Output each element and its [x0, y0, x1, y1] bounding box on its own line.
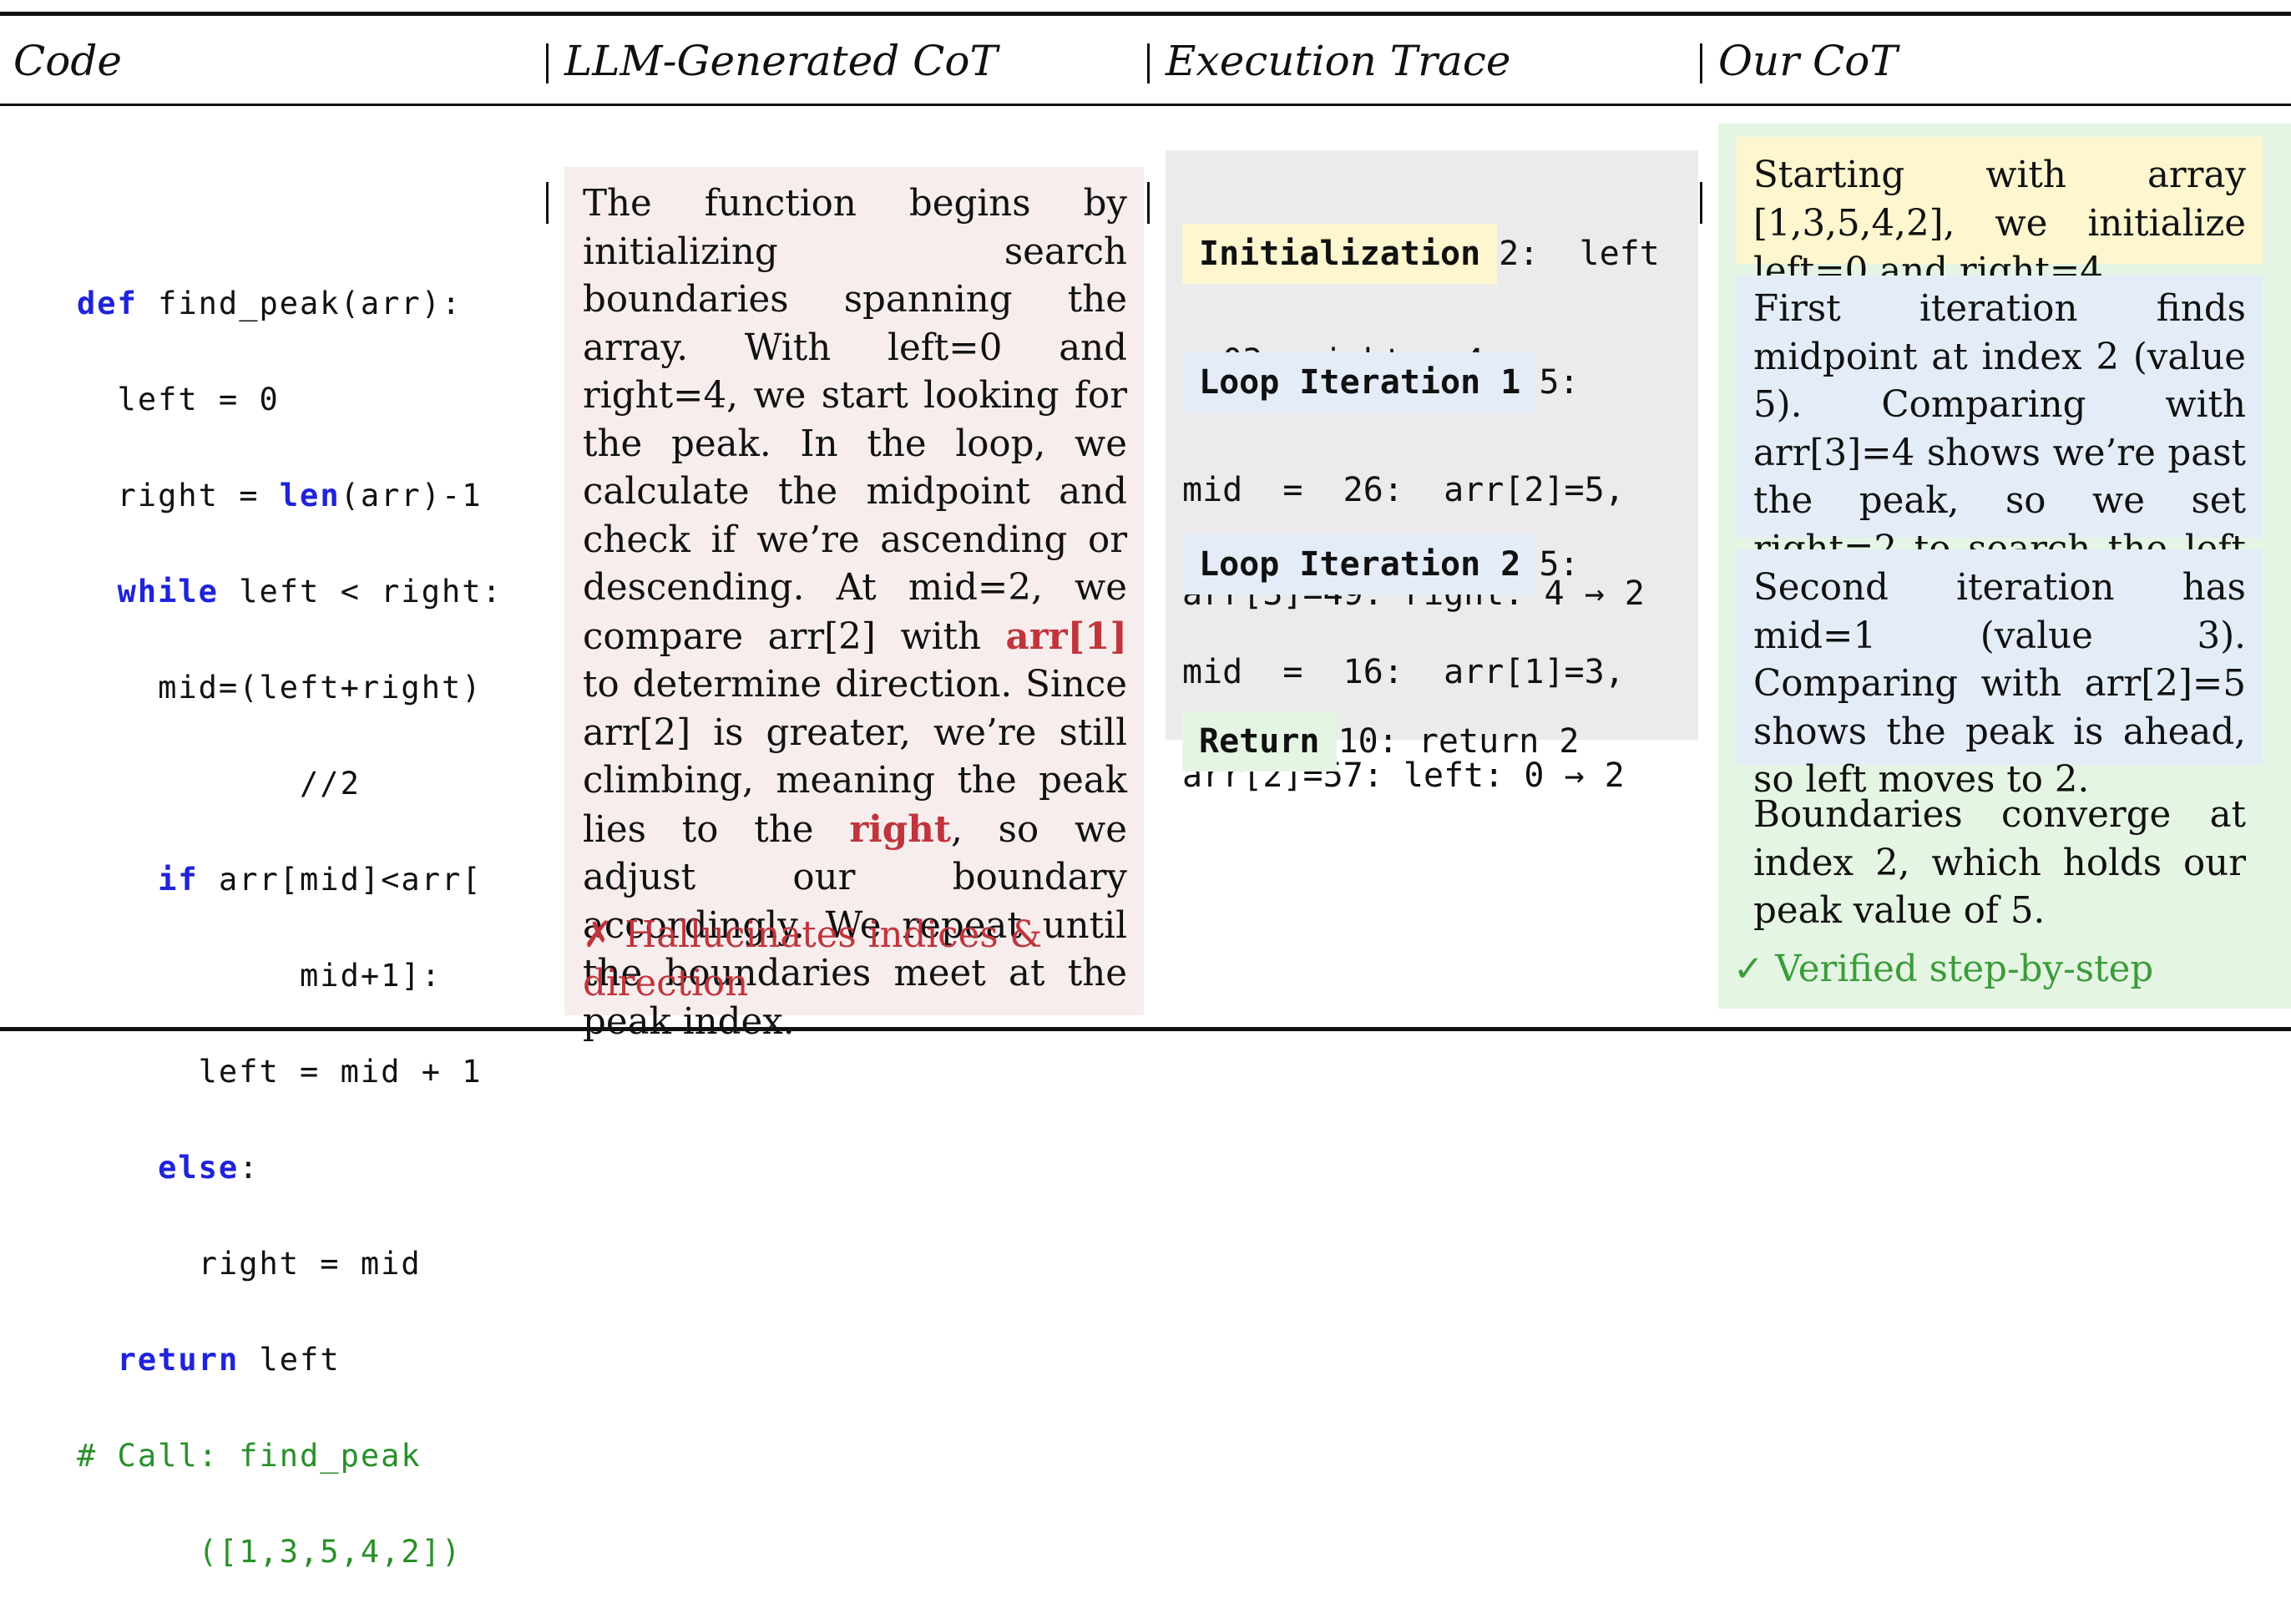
return-tag: Return: [1182, 711, 1337, 772]
column-divider: [546, 182, 549, 224]
header-divider: [1700, 43, 1702, 83]
our-cot-step-4: Boundaries converge at index 2, which ho…: [1753, 794, 2246, 932]
code-block: def find_peak(arr): left = 0 right = len…: [77, 231, 503, 1624]
code-line: left = 0: [77, 381, 280, 417]
code-line-return: return left: [117, 1341, 341, 1378]
hallucinated-index: arr[1]: [1005, 615, 1127, 658]
our-cot-step-1: Starting with array [1,3,5,4,2], we init…: [1737, 137, 2263, 292]
llm-cot-panel: [564, 167, 1144, 1015]
top-rule: [0, 12, 2291, 16]
header-our-cot: Our CoT: [1718, 37, 1898, 85]
hallucinated-direction: right: [849, 807, 951, 851]
our-cot-step-2: First iteration finds midpoint at index …: [1737, 276, 2263, 618]
init-tag: Initialization: [1182, 224, 1498, 284]
our-cot-step-3: Second iteration has mid=1 (value 3). Co…: [1737, 549, 2263, 801]
header-divider: [1147, 43, 1150, 83]
column-divider: [1147, 182, 1150, 224]
code-line: mid=(left+right): [77, 669, 483, 706]
code-line: //2: [77, 765, 361, 802]
code-line: mid+1]:: [77, 957, 442, 994]
keyword-len: len: [279, 477, 341, 514]
column-divider: [1700, 182, 1702, 224]
llm-cot-verdict: ✗ Hallucinates indices & direction: [583, 914, 1043, 1004]
header-llm-cot: LLM-Generated CoT: [564, 37, 998, 85]
header-exec-trace: Execution Trace: [1166, 37, 1511, 85]
llm-cot-text: The function begins by initializing sear…: [583, 183, 1127, 1043]
code-line: left = mid + 1: [77, 1053, 483, 1090]
keyword-else: else: [158, 1149, 240, 1186]
code-line-def: def find_peak(arr):: [77, 285, 463, 321]
header-code: Code: [13, 37, 122, 85]
our-cot-verdict: ✓ Verified step-by-step: [1733, 949, 2154, 990]
code-comment: # Call: find_peak: [77, 1437, 422, 1474]
code-line: right = len(arr)-1: [77, 477, 483, 514]
keyword-def: def: [77, 285, 138, 321]
keyword-while: while: [117, 573, 219, 610]
header-rule: [0, 104, 2291, 106]
code-line-else: else:: [158, 1149, 260, 1186]
loop2-tag: Loop Iteration 2: [1182, 534, 1538, 594]
trace-loop-2: Loop Iteration 2 5: mid = 16: arr[1]=3, a…: [1182, 483, 1625, 853]
code-line-while: while left < right:: [117, 573, 503, 610]
code-line-if: if arr[mid]<arr[: [158, 861, 483, 898]
bottom-rule: [0, 1027, 2291, 1031]
keyword-if: if: [158, 861, 199, 898]
loop1-tag: Loop Iteration 1: [1182, 352, 1538, 412]
code-line: right = mid: [77, 1245, 422, 1282]
trace-return: Return 10: return 2: [1182, 660, 1579, 823]
code-comment: ([1,3,5,4,2]): [77, 1533, 463, 1570]
keyword-return: return: [117, 1341, 240, 1378]
header-divider: [546, 43, 549, 83]
